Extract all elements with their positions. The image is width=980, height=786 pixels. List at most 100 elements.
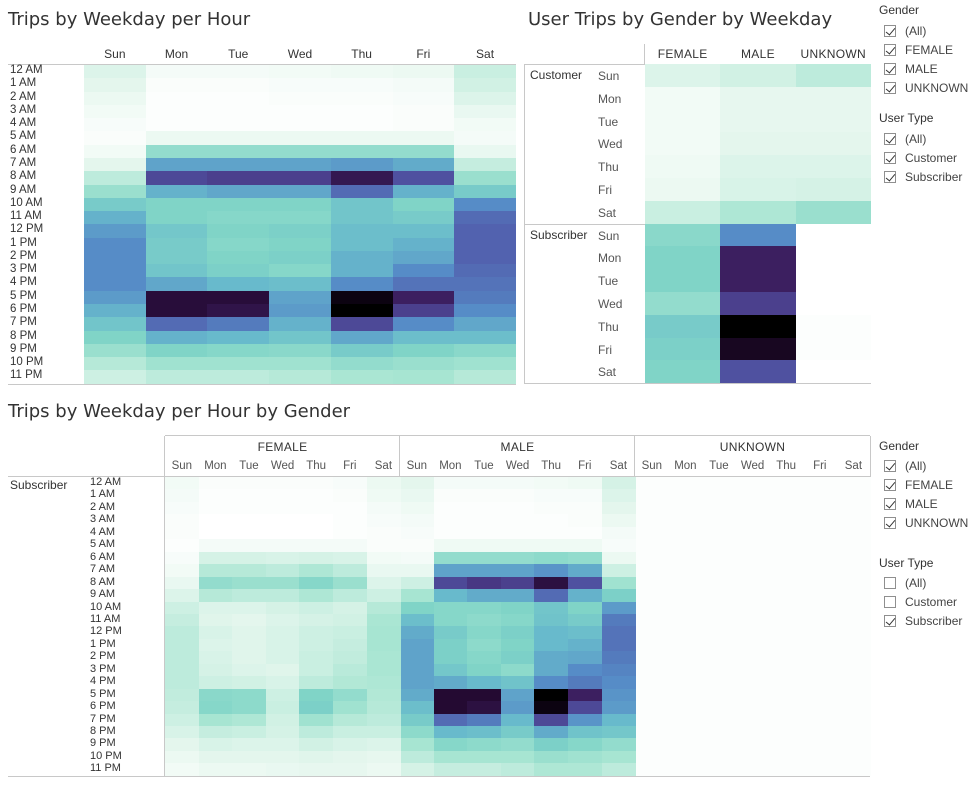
heatmap-cell[interactable] — [145, 330, 208, 345]
heatmap-cell[interactable] — [635, 613, 670, 627]
heatmap-cell[interactable] — [635, 501, 670, 515]
heatmap-cell[interactable] — [299, 601, 334, 615]
heatmap-cell[interactable] — [299, 564, 334, 578]
heatmap-cell[interactable] — [720, 223, 797, 247]
heatmap-cell[interactable] — [836, 626, 871, 640]
heatmap-cell[interactable] — [769, 514, 804, 528]
heatmap-cell[interactable] — [803, 713, 838, 727]
heatmap-cell[interactable] — [836, 738, 871, 752]
heatmap-cell[interactable] — [645, 337, 721, 361]
heatmap-cell[interactable] — [145, 277, 208, 292]
heatmap-cell[interactable] — [232, 501, 267, 515]
heatmap-cell[interactable] — [601, 551, 636, 565]
heatmap-cell[interactable] — [500, 651, 535, 665]
heatmap-cell[interactable] — [330, 290, 393, 305]
heatmap-cell[interactable] — [265, 526, 300, 540]
heatmap-cell[interactable] — [165, 551, 200, 565]
heatmap-cell[interactable] — [735, 713, 770, 727]
heatmap-cell[interactable] — [735, 738, 770, 752]
filter-option[interactable]: Customer — [884, 593, 957, 611]
heatmap-cell[interactable] — [769, 713, 804, 727]
heatmap-cell[interactable] — [803, 501, 838, 515]
heatmap-cell[interactable] — [333, 526, 368, 540]
heatmap-cell[interactable] — [500, 576, 535, 590]
heatmap-cell[interactable] — [366, 489, 401, 503]
heatmap-cell[interactable] — [198, 738, 233, 752]
heatmap-cell[interactable] — [534, 750, 569, 764]
heatmap-cell[interactable] — [836, 539, 871, 553]
heatmap-cell[interactable] — [433, 688, 468, 702]
heatmap-cell[interactable] — [366, 501, 401, 515]
heatmap-cell[interactable] — [165, 539, 200, 553]
heatmap-cell[interactable] — [269, 78, 332, 93]
heatmap-cell[interactable] — [568, 613, 603, 627]
heatmap-cell[interactable] — [333, 539, 368, 553]
heatmap-cell[interactable] — [333, 477, 368, 490]
heatmap-cell[interactable] — [568, 489, 603, 503]
heatmap-cell[interactable] — [392, 131, 455, 146]
heatmap-cell[interactable] — [467, 626, 502, 640]
heatmap-cell[interactable] — [645, 64, 721, 88]
heatmap-cell[interactable] — [299, 663, 334, 677]
heatmap-cell[interactable] — [454, 91, 517, 106]
heatmap-cell[interactable] — [265, 576, 300, 590]
checkbox-checked-icon[interactable] — [884, 25, 896, 37]
heatmap-cell[interactable] — [392, 264, 455, 278]
heatmap-cell[interactable] — [330, 250, 393, 265]
heatmap-cell[interactable] — [601, 601, 636, 615]
heatmap-cell[interactable] — [795, 200, 872, 225]
heatmap-cell[interactable] — [84, 197, 147, 212]
heatmap-cell[interactable] — [207, 290, 270, 305]
heatmap-cell[interactable] — [668, 663, 703, 677]
heatmap-cell[interactable] — [207, 370, 270, 385]
heatmap-cell[interactable] — [454, 224, 517, 239]
heatmap-cell[interactable] — [232, 576, 267, 590]
heatmap-cell[interactable] — [84, 104, 147, 119]
heatmap-cell[interactable] — [601, 526, 636, 540]
heatmap-cell[interactable] — [803, 701, 838, 715]
heatmap-cell[interactable] — [207, 237, 270, 252]
heatmap-cell[interactable] — [534, 539, 569, 553]
heatmap-cell[interactable] — [84, 91, 147, 106]
heatmap-cell[interactable] — [500, 676, 535, 690]
heatmap-cell[interactable] — [366, 576, 401, 590]
heatmap-cell[interactable] — [84, 277, 147, 292]
heatmap-cell[interactable] — [333, 676, 368, 690]
heatmap-cell[interactable] — [299, 539, 334, 553]
heatmap-cell[interactable] — [400, 539, 435, 553]
heatmap-cell[interactable] — [333, 763, 368, 777]
heatmap-cell[interactable] — [333, 726, 368, 739]
heatmap-cell[interactable] — [601, 763, 636, 777]
heatmap-cell[interactable] — [467, 638, 502, 652]
heatmap-cell[interactable] — [803, 514, 838, 528]
heatmap-cell[interactable] — [269, 131, 332, 146]
heatmap-cell[interactable] — [392, 197, 455, 212]
checkbox-checked-icon[interactable] — [884, 460, 896, 472]
heatmap-cell[interactable] — [534, 701, 569, 715]
heatmap-cell[interactable] — [720, 246, 797, 270]
heatmap-cell[interactable] — [500, 688, 535, 702]
heatmap-cell[interactable] — [165, 477, 200, 490]
checkbox-checked-icon[interactable] — [884, 615, 896, 627]
heatmap-cell[interactable] — [803, 638, 838, 652]
heatmap-cell[interactable] — [601, 676, 636, 690]
heatmap-cell[interactable] — [454, 144, 517, 159]
heatmap-cell[interactable] — [330, 370, 393, 385]
heatmap-cell[interactable] — [769, 539, 804, 553]
heatmap-cell[interactable] — [668, 713, 703, 727]
heatmap-cell[interactable] — [165, 613, 200, 627]
heatmap-cell[interactable] — [454, 317, 517, 332]
heatmap-cell[interactable] — [265, 489, 300, 503]
checkbox-checked-icon[interactable] — [884, 44, 896, 56]
heatmap-cell[interactable] — [534, 526, 569, 540]
heatmap-cell[interactable] — [568, 526, 603, 540]
heatmap-cell[interactable] — [198, 713, 233, 727]
heatmap-cell[interactable] — [467, 688, 502, 702]
heatmap-cell[interactable] — [84, 211, 147, 225]
heatmap-cell[interactable] — [400, 601, 435, 615]
heatmap-cell[interactable] — [454, 184, 517, 199]
heatmap-cell[interactable] — [84, 131, 147, 146]
heatmap-cell[interactable] — [145, 131, 208, 146]
heatmap-cell[interactable] — [601, 638, 636, 652]
heatmap-cell[interactable] — [392, 250, 455, 265]
